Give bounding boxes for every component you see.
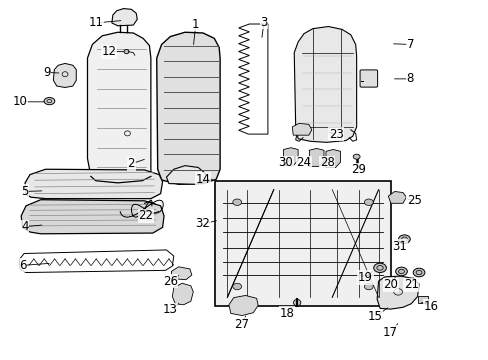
Polygon shape: [172, 283, 193, 305]
Polygon shape: [294, 27, 356, 142]
Text: 22: 22: [138, 210, 153, 222]
Text: 3: 3: [260, 16, 267, 29]
Text: 20: 20: [383, 278, 397, 291]
Text: 13: 13: [163, 303, 178, 316]
Ellipse shape: [44, 98, 55, 105]
Text: 23: 23: [328, 127, 343, 141]
FancyBboxPatch shape: [359, 70, 377, 87]
Ellipse shape: [364, 199, 372, 206]
Text: 15: 15: [367, 310, 382, 324]
Text: 31: 31: [391, 240, 406, 253]
Polygon shape: [387, 192, 406, 203]
Text: 30: 30: [278, 156, 293, 169]
Bar: [417, 296, 427, 303]
Text: 14: 14: [195, 173, 210, 186]
Text: 17: 17: [382, 326, 396, 339]
Ellipse shape: [232, 199, 241, 206]
Polygon shape: [309, 148, 324, 166]
Text: 29: 29: [351, 163, 366, 176]
Polygon shape: [228, 296, 258, 316]
Text: 32: 32: [195, 217, 210, 230]
Text: 2: 2: [127, 157, 135, 170]
Text: 5: 5: [21, 185, 29, 198]
Text: 27: 27: [234, 318, 249, 331]
Text: 19: 19: [357, 271, 372, 284]
Ellipse shape: [398, 235, 409, 243]
Text: 7: 7: [406, 38, 413, 51]
Text: 9: 9: [43, 66, 51, 79]
Ellipse shape: [232, 283, 241, 290]
Polygon shape: [87, 32, 151, 184]
Ellipse shape: [395, 267, 407, 276]
Polygon shape: [292, 123, 311, 135]
Text: 26: 26: [163, 275, 178, 288]
Ellipse shape: [124, 49, 129, 54]
Text: 18: 18: [280, 307, 294, 320]
Text: 8: 8: [406, 72, 413, 85]
Polygon shape: [25, 169, 162, 199]
Ellipse shape: [352, 154, 359, 159]
Polygon shape: [376, 276, 418, 309]
Ellipse shape: [412, 268, 424, 277]
Polygon shape: [53, 63, 76, 87]
Text: 4: 4: [21, 220, 29, 233]
Text: 11: 11: [88, 17, 103, 30]
Text: 24: 24: [296, 156, 311, 169]
Text: 28: 28: [319, 156, 334, 169]
Polygon shape: [21, 200, 163, 234]
Ellipse shape: [293, 300, 300, 306]
Polygon shape: [325, 149, 340, 167]
Text: 21: 21: [403, 278, 418, 291]
Polygon shape: [166, 166, 205, 184]
Text: 1: 1: [192, 18, 199, 31]
Polygon shape: [112, 9, 137, 26]
Polygon shape: [283, 148, 298, 166]
Text: 12: 12: [101, 45, 116, 58]
Polygon shape: [157, 32, 220, 184]
Text: 16: 16: [423, 300, 437, 313]
Ellipse shape: [364, 283, 372, 290]
Ellipse shape: [373, 263, 386, 273]
Polygon shape: [171, 267, 191, 280]
Text: 10: 10: [13, 95, 28, 108]
Bar: [215, 181, 390, 306]
Text: 25: 25: [406, 194, 421, 207]
Text: 6: 6: [19, 259, 26, 272]
